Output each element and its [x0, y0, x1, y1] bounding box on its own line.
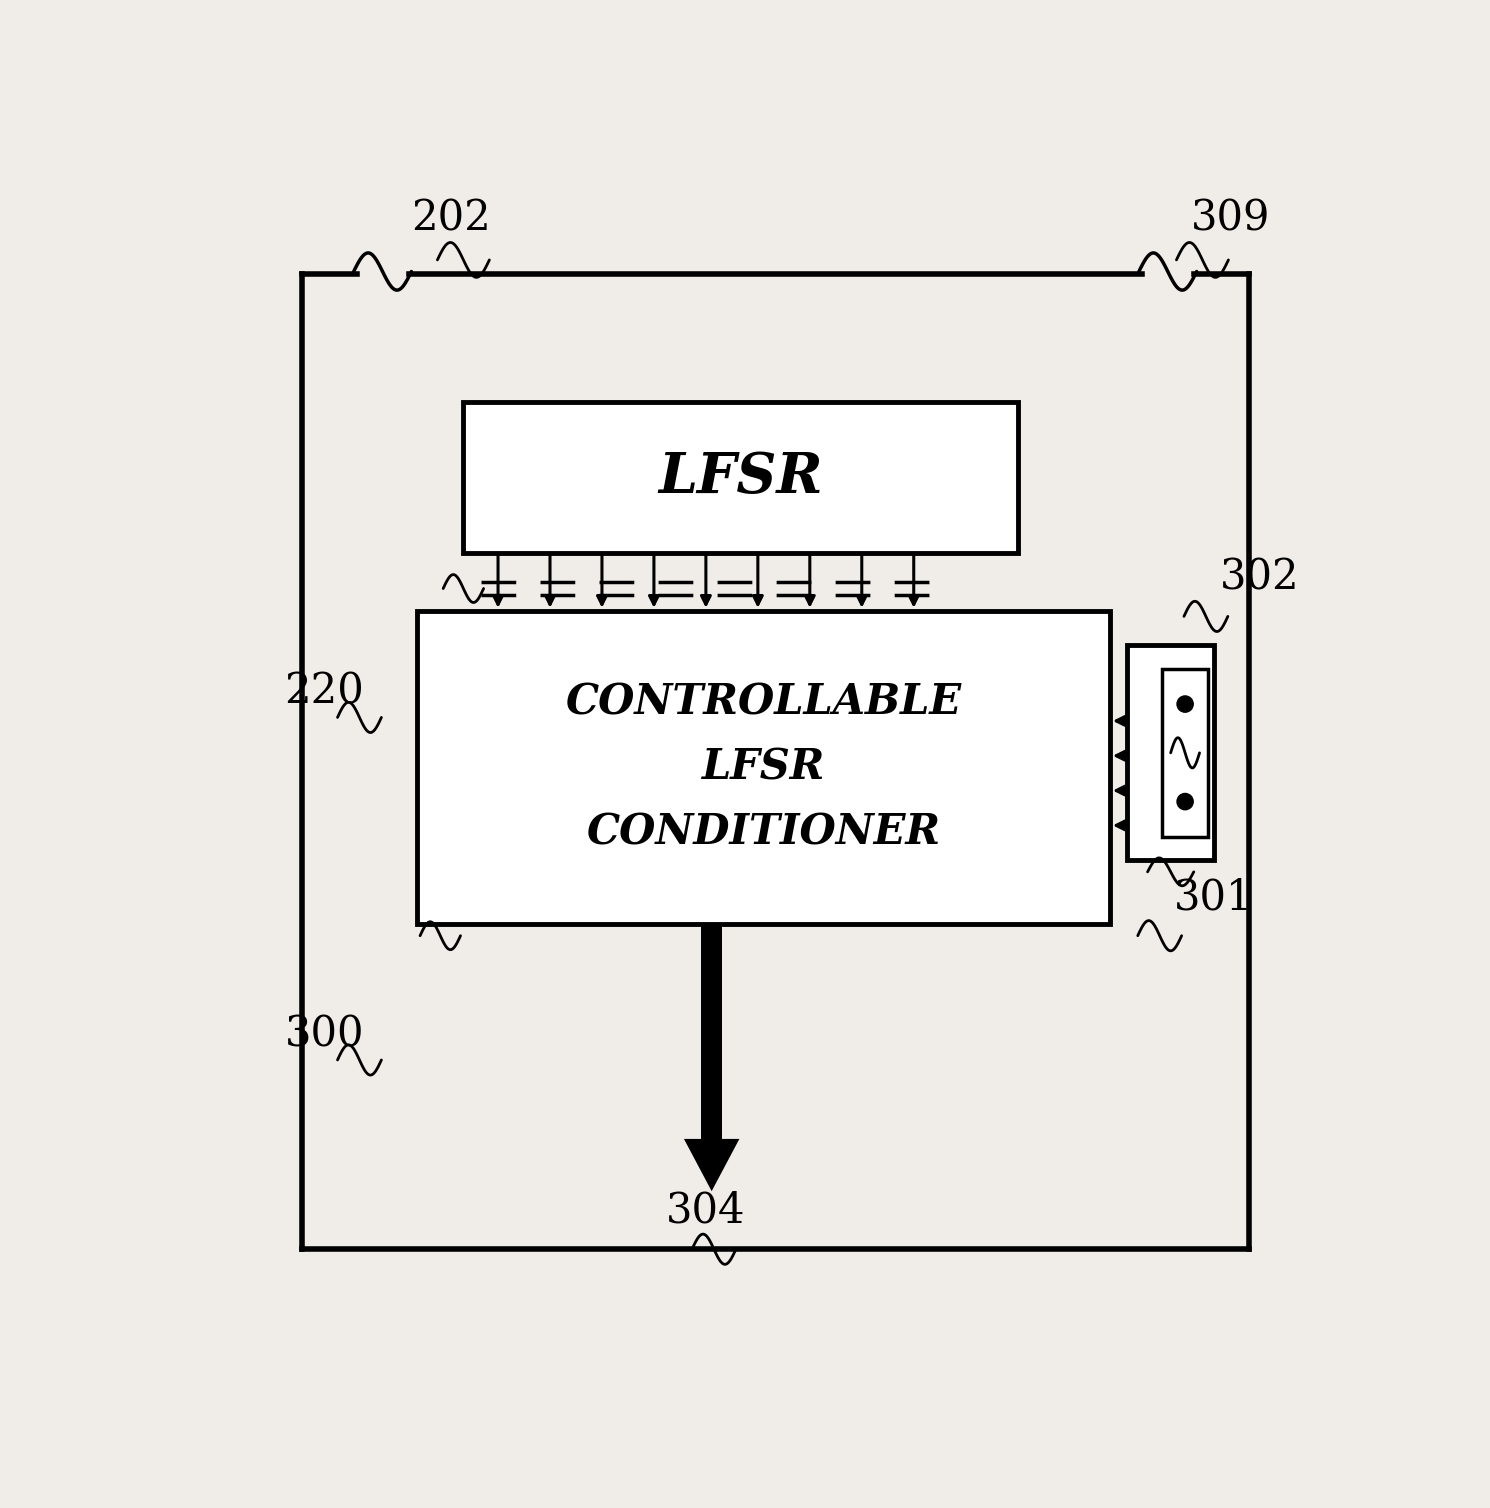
Text: 202: 202 — [411, 198, 492, 240]
Text: 302: 302 — [1220, 556, 1299, 599]
Circle shape — [1177, 793, 1193, 810]
Text: 300: 300 — [285, 1013, 364, 1056]
Bar — [1162, 668, 1208, 837]
Text: 309: 309 — [1191, 198, 1271, 240]
Polygon shape — [702, 924, 723, 1139]
Circle shape — [1177, 695, 1193, 712]
Text: 301: 301 — [1174, 876, 1253, 918]
Text: 304: 304 — [666, 1190, 745, 1232]
Text: 220: 220 — [285, 671, 364, 713]
Polygon shape — [684, 1139, 739, 1191]
Text: LFSR: LFSR — [659, 449, 822, 505]
Bar — [463, 401, 1018, 552]
Bar — [417, 611, 1110, 924]
Text: CONTROLLABLE
LFSR
CONDITIONER: CONTROLLABLE LFSR CONDITIONER — [566, 682, 961, 854]
Bar — [1128, 645, 1214, 860]
